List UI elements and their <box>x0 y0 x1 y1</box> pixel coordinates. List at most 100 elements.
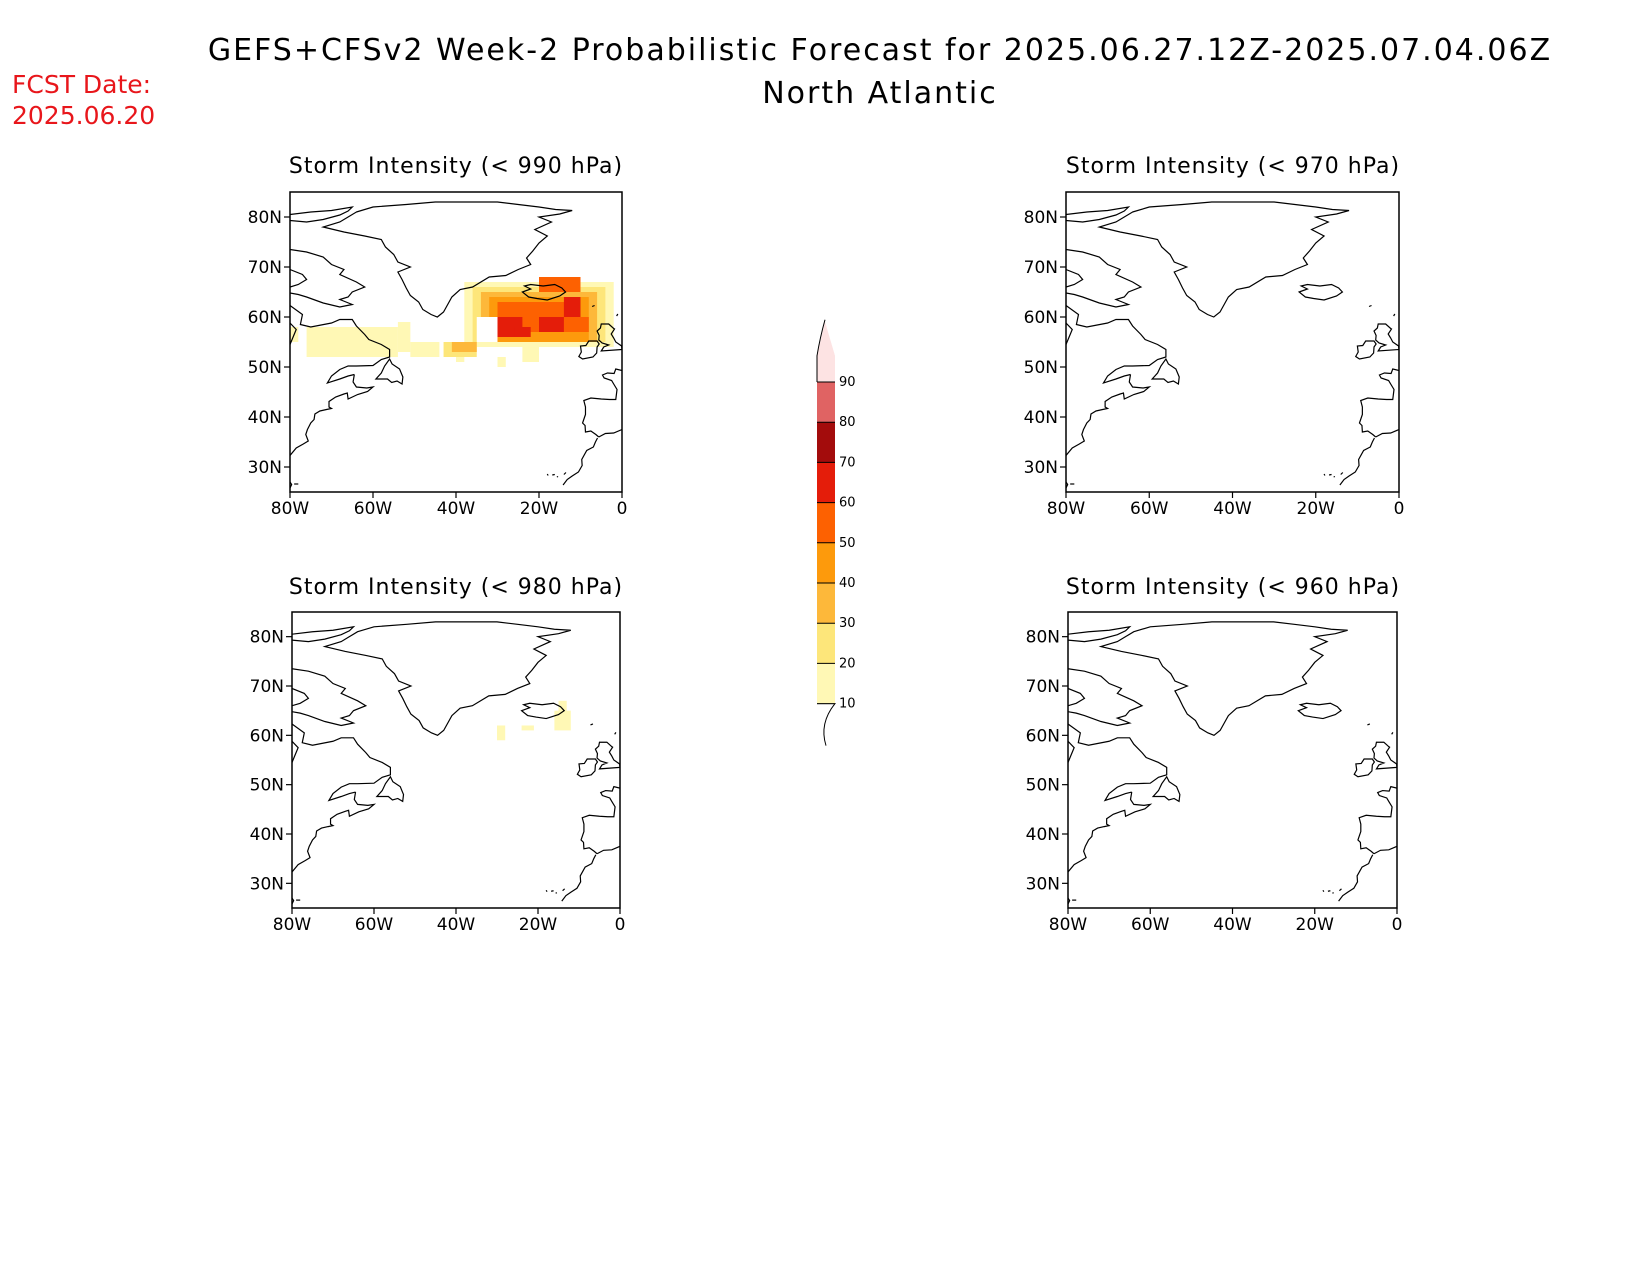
fcst-date-label: FCST Date: <box>12 70 151 99</box>
lon-tick-label: 0 <box>617 499 628 519</box>
lon-tick-label: 20W <box>520 499 559 519</box>
lat-tick-label: 50N <box>248 358 282 378</box>
lat-tick-label: 50N <box>1026 776 1060 796</box>
colorbar-segment <box>817 583 835 624</box>
lon-tick-label: 0 <box>615 915 626 935</box>
map-area <box>1066 202 1399 488</box>
lat-tick-label: 40N <box>1024 408 1058 428</box>
probability-cell <box>563 297 581 317</box>
coastline-layer <box>1068 622 1397 904</box>
map-area <box>292 622 620 904</box>
probability-cell <box>497 357 506 367</box>
lat-tick-label: 30N <box>1024 458 1058 478</box>
lat-tick-label: 70N <box>248 258 282 278</box>
colorbar-label: 20 <box>839 656 856 671</box>
lon-tick-label: 60W <box>1130 499 1169 519</box>
colorbar-upper-outline <box>816 319 826 382</box>
colorbar-segment <box>817 542 835 583</box>
coastline-layer <box>1066 202 1399 488</box>
colorbar-label: 30 <box>839 616 856 631</box>
lon-tick-label: 20W <box>1296 915 1335 935</box>
lon-tick-label: 0 <box>1394 499 1405 519</box>
lat-tick-label: 70N <box>1026 677 1060 697</box>
probability-cell <box>563 317 589 332</box>
lon-tick-label: 40W <box>1213 499 1252 519</box>
lat-tick-label: 40N <box>248 408 282 428</box>
lon-tick-label: 60W <box>1131 915 1170 935</box>
probability-cell <box>521 725 534 731</box>
coastline-layer <box>292 622 620 904</box>
colorbar-segment <box>817 462 835 503</box>
map-frame <box>1065 191 1400 493</box>
lon-tick-label: 40W <box>437 499 476 519</box>
colorbar-label: 90 <box>839 375 856 390</box>
colorbar-segment <box>817 623 835 664</box>
lon-tick-label: 60W <box>354 499 393 519</box>
region-title: North Atlantic <box>762 76 998 111</box>
panel-title: Storm Intensity (< 960 hPa) <box>1066 575 1400 600</box>
lon-tick-label: 40W <box>437 915 476 935</box>
lon-tick-label: 80W <box>1049 915 1088 935</box>
colorbar-upper-extend <box>817 321 835 382</box>
lat-tick-label: 60N <box>250 726 284 746</box>
colorbar-label: 40 <box>839 576 856 591</box>
lon-tick-label: 60W <box>355 915 394 935</box>
probability-cell <box>410 342 440 357</box>
colorbar-label: 60 <box>839 496 856 511</box>
map-frame <box>1067 611 1398 909</box>
probability-cell <box>476 317 498 342</box>
map-frame <box>291 611 621 909</box>
colorbar-label: 70 <box>839 455 856 470</box>
lon-tick-label: 80W <box>1047 499 1086 519</box>
probability-cell <box>539 317 564 332</box>
lat-tick-label: 30N <box>1026 874 1060 894</box>
lat-tick-label: 30N <box>248 458 282 478</box>
colorbar-label: 80 <box>839 415 856 430</box>
lon-tick-label: 40W <box>1213 915 1252 935</box>
colorbar-label: 50 <box>839 536 856 551</box>
colorbar-segment <box>817 663 835 704</box>
probability-cell <box>554 710 571 731</box>
colorbar-segment <box>817 382 835 423</box>
probability-cell <box>451 342 477 352</box>
lat-tick-label: 50N <box>250 776 284 796</box>
lat-tick-label: 60N <box>1026 726 1060 746</box>
panel-p990: Storm Intensity (< 990 hPa) 80N 70N 60N 50N 4… <box>248 154 628 519</box>
lat-tick-label: 80N <box>1024 208 1058 228</box>
lat-tick-label: 80N <box>1026 628 1060 648</box>
lat-tick-label: 40N <box>1026 825 1060 845</box>
panel-title: Storm Intensity (< 990 hPa) <box>289 154 623 179</box>
colorbar-lower-extend <box>817 703 837 746</box>
panel-p960: Storm Intensity (< 960 hPa) 80N 70N 60N 50N 4… <box>1026 575 1403 935</box>
lat-tick-label: 30N <box>250 874 284 894</box>
probability-cell <box>539 277 581 292</box>
lat-tick-label: 80N <box>250 628 284 648</box>
lat-tick-label: 80N <box>248 208 282 228</box>
panel-p970: Storm Intensity (< 970 hPa) 80N 70N 60N 50N 4… <box>1024 154 1405 519</box>
lat-tick-label: 70N <box>1024 258 1058 278</box>
lat-tick-label: 50N <box>1024 358 1058 378</box>
panel-title: Storm Intensity (< 980 hPa) <box>289 575 623 600</box>
lat-tick-label: 70N <box>250 677 284 697</box>
lon-tick-label: 80W <box>271 499 310 519</box>
fcst-date-value: 2025.06.20 <box>12 101 155 130</box>
colorbar-label: 10 <box>839 697 856 712</box>
lat-tick-label: 60N <box>248 308 282 328</box>
probability-cell <box>514 327 531 337</box>
probability-cell <box>397 322 411 352</box>
lat-tick-label: 60N <box>1024 308 1058 328</box>
lon-tick-label: 0 <box>1392 915 1403 935</box>
lon-tick-label: 20W <box>1297 499 1336 519</box>
map-area <box>1068 622 1397 904</box>
lon-tick-label: 20W <box>519 915 558 935</box>
lat-tick-label: 40N <box>250 825 284 845</box>
map-area <box>290 202 622 488</box>
panel-title: Storm Intensity (< 970 hPa) <box>1066 154 1400 179</box>
panel-p980: Storm Intensity (< 980 hPa) 80N 70N 60N 50N 4… <box>250 575 626 935</box>
lon-tick-label: 80W <box>273 915 312 935</box>
probability-cell <box>306 327 398 357</box>
colorbar-segment <box>817 422 835 463</box>
colorbar-segment <box>817 502 835 543</box>
probability-cell <box>522 347 539 362</box>
